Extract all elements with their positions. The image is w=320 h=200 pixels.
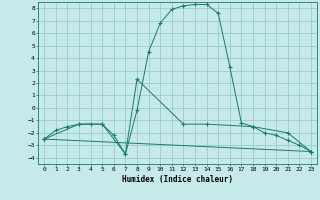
X-axis label: Humidex (Indice chaleur): Humidex (Indice chaleur): [122, 175, 233, 184]
